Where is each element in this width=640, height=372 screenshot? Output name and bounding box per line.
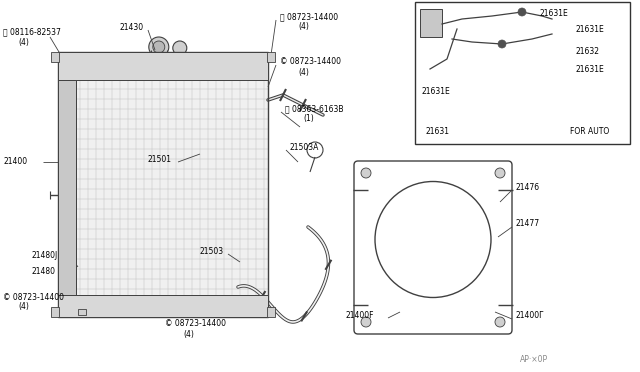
Text: 21477: 21477 [515, 219, 539, 228]
Circle shape [199, 62, 207, 70]
Text: © 08723-14400: © 08723-14400 [165, 320, 226, 328]
Circle shape [229, 62, 237, 70]
Circle shape [84, 62, 92, 70]
Circle shape [173, 41, 187, 55]
Circle shape [361, 168, 371, 178]
Circle shape [139, 62, 147, 70]
Text: 21480: 21480 [32, 267, 56, 276]
Text: (1): (1) [303, 115, 314, 124]
Circle shape [495, 168, 505, 178]
Text: Ⓢ 08363-6163B: Ⓢ 08363-6163B [285, 105, 344, 113]
Polygon shape [76, 80, 268, 295]
Text: 21631: 21631 [425, 127, 449, 136]
Text: (4): (4) [18, 302, 29, 311]
Polygon shape [58, 295, 268, 317]
Text: (4): (4) [183, 330, 194, 339]
Text: 21400F: 21400F [345, 311, 374, 321]
Bar [51, 52, 59, 62]
Bar [415, 2, 630, 144]
Text: (4): (4) [18, 38, 29, 46]
Text: 21480J: 21480J [32, 251, 58, 260]
Bar [267, 52, 275, 62]
Circle shape [518, 8, 526, 16]
Text: 21503: 21503 [200, 247, 224, 257]
Text: 21631E: 21631E [575, 26, 604, 35]
Text: 21631E: 21631E [575, 64, 604, 74]
Text: 21400Γ: 21400Γ [515, 311, 543, 321]
Bar [78, 309, 86, 315]
Circle shape [498, 40, 506, 48]
Text: © 08723-14400: © 08723-14400 [3, 292, 64, 301]
Bar [267, 307, 275, 317]
Text: 21632: 21632 [575, 48, 599, 57]
Text: AP·×0P: AP·×0P [520, 356, 548, 365]
Text: (4): (4) [298, 22, 309, 32]
Text: 21476: 21476 [515, 183, 539, 192]
Circle shape [153, 41, 165, 53]
Text: 21503A: 21503A [290, 142, 319, 151]
Text: 21631E: 21631E [422, 87, 451, 96]
Circle shape [169, 62, 177, 70]
Circle shape [149, 37, 169, 57]
Polygon shape [58, 52, 268, 80]
Circle shape [495, 317, 505, 327]
Text: © 08723-14400: © 08723-14400 [280, 58, 341, 67]
Circle shape [109, 62, 117, 70]
Text: 21501: 21501 [148, 155, 172, 164]
Text: 21430: 21430 [120, 22, 144, 32]
Bar [51, 307, 59, 317]
Text: 21400: 21400 [3, 157, 27, 167]
Bar [420, 9, 442, 37]
Text: 21631E: 21631E [540, 10, 569, 19]
Polygon shape [58, 80, 76, 295]
Text: Ⓔ 08723-14400: Ⓔ 08723-14400 [280, 13, 338, 22]
Text: FOR AUTO: FOR AUTO [570, 127, 609, 136]
Text: (4): (4) [298, 67, 309, 77]
Circle shape [361, 317, 371, 327]
Text: Ⓑ 08116-82537: Ⓑ 08116-82537 [3, 28, 61, 36]
